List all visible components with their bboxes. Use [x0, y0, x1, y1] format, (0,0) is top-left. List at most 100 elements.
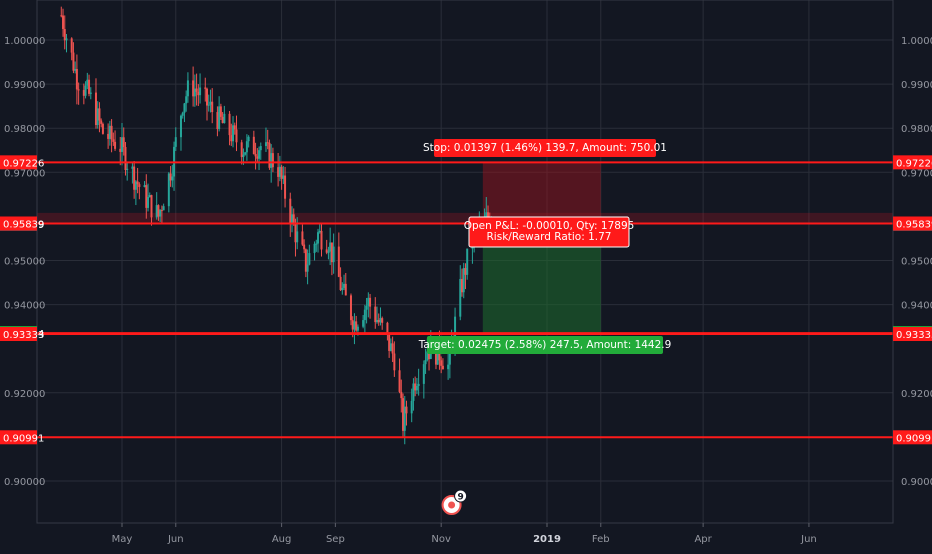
stop-label-bg [434, 139, 656, 157]
event-count: 9 [457, 493, 463, 503]
candle-body [405, 406, 408, 414]
horizontal-lines[interactable] [37, 161, 893, 439]
price-tag-right [893, 155, 932, 170]
candle-body [65, 38, 68, 41]
x-tick-label: 2019 [533, 534, 561, 545]
candle-body [440, 360, 443, 366]
candle-body [356, 326, 359, 331]
candle-body [240, 142, 243, 158]
candle-body [301, 231, 304, 245]
candle-body [211, 101, 214, 113]
candle-body [247, 136, 250, 142]
price-tag-left-text: 0.93333 [3, 330, 44, 341]
candle-body [258, 150, 261, 159]
candle-body [461, 278, 463, 293]
candle-body [381, 318, 384, 323]
candle-body [221, 116, 224, 124]
candle-body [447, 364, 450, 370]
y-tick-label-right: 0.95000 [901, 257, 932, 268]
candle-body [72, 52, 75, 71]
candle-body [386, 322, 389, 335]
candle-body [218, 106, 221, 130]
candle-body [485, 212, 488, 218]
y-tick-label-right: 0.97000 [901, 168, 932, 179]
candle-body [330, 242, 333, 263]
candle-body [327, 251, 330, 253]
candle-body [145, 185, 148, 208]
candle-body [84, 85, 87, 96]
candle-body [174, 137, 177, 147]
candle-body [259, 146, 262, 151]
x-tick-label: May [112, 534, 133, 545]
candle-body [60, 15, 63, 17]
y-tick-label-right: 0.99000 [901, 80, 932, 91]
candle-body [464, 268, 467, 275]
candle-body [228, 113, 231, 136]
candle-body [318, 230, 321, 233]
candle-body [114, 141, 117, 149]
candle-body [374, 306, 377, 323]
price-tag-right-text: 0.90991 [896, 433, 932, 444]
price-tag-right-text: 0.95839 [896, 220, 932, 231]
candle-body [254, 154, 257, 157]
price-tag-right [893, 216, 932, 231]
candle-body [363, 309, 366, 321]
candle-body [466, 248, 469, 275]
candle-body [351, 320, 354, 330]
candle-body [278, 166, 281, 177]
candle-body [264, 142, 267, 147]
candle-body [284, 175, 287, 199]
candle-body [412, 383, 415, 401]
candle-body [329, 242, 332, 252]
candle-body [223, 113, 226, 124]
resistance-zone [37, 212, 893, 224]
pnl-label-text: Open P&L: -0.00010, Qty: 17895 [464, 220, 635, 232]
candle-body [235, 129, 238, 143]
y-tick-label-right: 0.98000 [901, 124, 932, 135]
candle-body [376, 319, 378, 323]
candle-body [150, 195, 153, 218]
event-icon-dot [448, 501, 456, 509]
candle-body [271, 153, 274, 168]
candle-body [179, 115, 182, 138]
candle-body [70, 38, 73, 53]
position-labels: Stop: 0.01397 (1.46%) 139.7, Amount: 750… [418, 139, 671, 354]
candle-body [147, 197, 150, 208]
candle-body [119, 148, 122, 152]
candle-body [183, 103, 186, 113]
candle-body [388, 334, 391, 351]
candle-body [112, 139, 115, 142]
event-badge[interactable]: 9 [441, 489, 468, 515]
candle-body [181, 112, 184, 116]
price-tag-left-text: 0.90991 [3, 433, 44, 444]
candle-body [244, 152, 247, 155]
candle-body [393, 353, 396, 371]
stop-zone [482, 162, 601, 224]
candle-body [292, 214, 295, 225]
candle-body [379, 318, 382, 323]
candle-body [74, 68, 77, 71]
candle-body [369, 297, 372, 307]
candle-body [233, 125, 236, 130]
candle-body [193, 88, 196, 97]
candle-body [136, 181, 139, 185]
candle-body [362, 320, 365, 327]
candle-body [462, 268, 465, 293]
candle-body [216, 112, 219, 130]
x-tick-label: Feb [592, 534, 610, 545]
price-tags: 0.972260.972260.958290.958290.958390.958… [0, 155, 932, 445]
candle-body [195, 88, 198, 92]
candle-body [242, 154, 245, 158]
candle-body [62, 15, 65, 29]
y-tick-label-right: 1.00000 [901, 36, 932, 47]
position-tool[interactable] [482, 162, 601, 334]
pnl-label-bg [468, 216, 630, 248]
stop-label: Stop: 0.01397 (1.46%) 139.7, Amount: 750… [423, 139, 667, 157]
candle-body [245, 141, 248, 153]
price-tag-left [0, 155, 37, 170]
candle-body [107, 133, 110, 139]
candle-body [108, 125, 111, 139]
candle-body [82, 90, 85, 96]
